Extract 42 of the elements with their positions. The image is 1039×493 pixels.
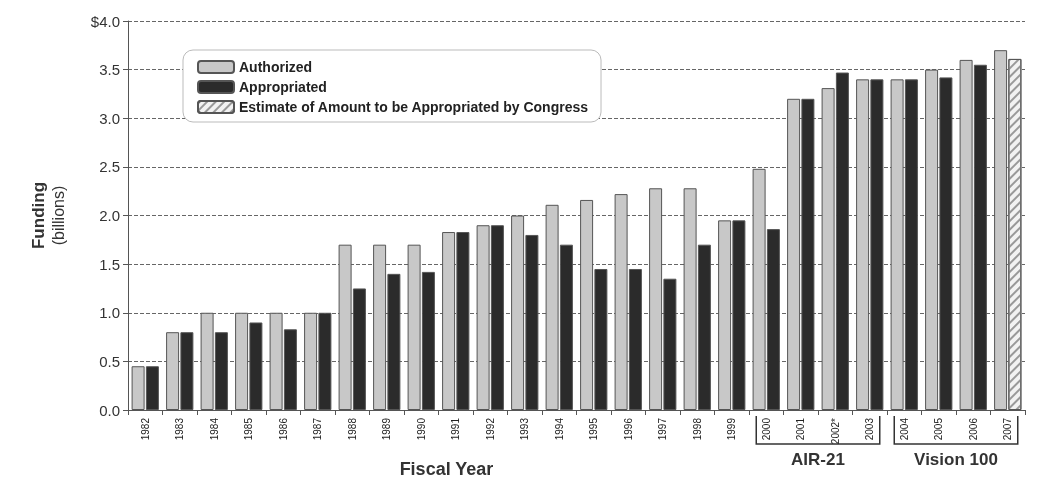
x-tick-label: 1994 (553, 417, 565, 441)
text: AIR-21 (791, 450, 845, 469)
y-tick-label: 2.5 (99, 158, 120, 176)
x-tick-label: 1992 (484, 417, 496, 441)
x-tick-label: 1982 (139, 417, 151, 441)
y-tick-label: 1.0 (99, 304, 120, 322)
x-tick-label: 2000 (760, 417, 772, 441)
x-tick-label: 1995 (588, 417, 600, 441)
x-tick-label: 1990 (415, 417, 427, 441)
y-tick-label: $4.0 (90, 12, 120, 30)
x-tick-label: 1984 (208, 417, 220, 441)
y-tick-label: 3.0 (99, 109, 120, 127)
x-tick-label: 2003 (864, 417, 876, 441)
x-tick-label: 1991 (450, 417, 462, 441)
y-tick-label: 2.0 (99, 207, 120, 224)
x-tick-label: 2001 (795, 417, 807, 441)
y-tick-label: 3.5 (99, 61, 120, 79)
x-tick-label: 1996 (622, 417, 634, 441)
y-axis-title: Funding (billions) (28, 181, 67, 250)
x-tick-label: 1987 (312, 417, 324, 441)
legend-label: Authorized (239, 59, 313, 75)
text: Vision 100 (914, 450, 998, 469)
legend-label: Appropriated (239, 79, 327, 95)
x-tick-label: 1986 (277, 417, 289, 441)
y-tick-label: 1.5 (99, 255, 120, 273)
x-tick-label: 1988 (346, 417, 358, 441)
x-tick-label: 1983 (174, 417, 186, 441)
y-tick-label: 0.5 (99, 352, 120, 370)
legend-label: Estimate of Amount to be Appropriated by Congress (239, 99, 589, 115)
x-tick-label: 1985 (243, 417, 255, 441)
x-tick-label: 1998 (691, 417, 703, 441)
x-tick-label: 2004 (898, 417, 910, 441)
y-tick-label: 0.0 (99, 401, 120, 419)
x-tick-label: 2005 (933, 417, 945, 441)
x-tick-label: 1993 (519, 417, 531, 441)
x-tick-label: 1999 (726, 417, 738, 441)
x-tick-label: 2002* (829, 417, 841, 445)
x-tick-label: 2006 (967, 417, 979, 441)
x-tick-label: 1997 (657, 417, 669, 441)
x-axis-title: Fiscal Year (399, 459, 494, 479)
x-tick-label: 1989 (381, 417, 393, 441)
x-tick-label: 2007 (1002, 417, 1014, 441)
